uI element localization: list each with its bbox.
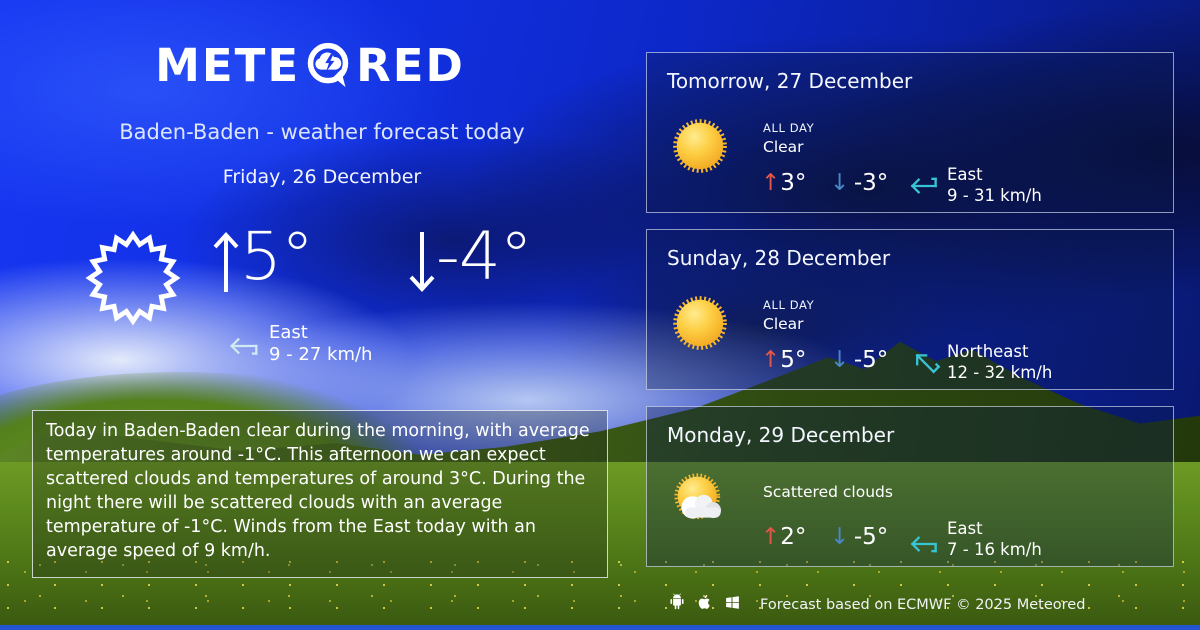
wind-direction: Northeast bbox=[947, 342, 1029, 361]
up-arrow-icon: ↑ bbox=[761, 524, 781, 550]
down-arrow-icon: ↓ bbox=[830, 170, 850, 196]
meteored-logo[interactable]: METE RED bbox=[0, 38, 620, 92]
sun-icon bbox=[671, 117, 729, 175]
wind-direction: East bbox=[947, 165, 983, 184]
bottom-edge-strip bbox=[0, 625, 1200, 630]
forecast-summary: Today in Baden-Baden clear during the mo… bbox=[32, 410, 608, 578]
sun-outline-icon bbox=[85, 230, 181, 326]
sun-cloud-icon bbox=[671, 471, 729, 529]
high-temp: ↑3° bbox=[761, 170, 807, 196]
up-arrow-icon: ↑ bbox=[761, 347, 781, 373]
sun-icon bbox=[671, 294, 729, 352]
condition-label: Clear bbox=[763, 138, 804, 156]
condition-label: Clear bbox=[763, 315, 804, 333]
forecast-card-tomorrow[interactable]: Tomorrow, 27 December ALL DAY Clear ↑3° … bbox=[646, 52, 1174, 213]
page-title: Baden-Baden - weather forecast today bbox=[119, 120, 525, 144]
wind-arrow-east-icon bbox=[226, 330, 262, 358]
logo-text-pre: METE bbox=[155, 38, 301, 92]
apple-icon[interactable] bbox=[697, 593, 713, 616]
today-high-temp: 5° bbox=[212, 218, 314, 295]
down-arrow-icon: ↓ bbox=[830, 347, 850, 373]
meteored-bubble-icon bbox=[305, 41, 351, 89]
forecast-card-monday[interactable]: Monday, 29 December Scattered clouds ↑2°… bbox=[646, 406, 1174, 567]
down-arrow-icon bbox=[409, 232, 435, 292]
card-title: Sunday, 28 December bbox=[667, 246, 891, 270]
windows-icon[interactable] bbox=[724, 594, 741, 615]
android-icon[interactable] bbox=[668, 592, 686, 617]
period-label: ALL DAY bbox=[763, 121, 815, 135]
up-arrow-icon: ↑ bbox=[761, 170, 781, 196]
wind-speed: 9 - 31 km/h bbox=[947, 186, 1042, 205]
low-temp: ↓ -5° bbox=[830, 347, 889, 373]
wind-direction: East bbox=[947, 519, 983, 538]
flower-speckles bbox=[0, 556, 1200, 626]
high-temp: ↑5° bbox=[761, 347, 807, 373]
wind-arrow-east-icon bbox=[907, 175, 941, 201]
card-title: Tomorrow, 27 December bbox=[667, 69, 913, 93]
card-title: Monday, 29 December bbox=[667, 423, 895, 447]
wind-speed: 12 - 32 km/h bbox=[947, 363, 1053, 382]
period-label: ALL DAY bbox=[763, 298, 815, 312]
low-temp: ↓ -5° bbox=[830, 524, 889, 550]
logo-text-post: RED bbox=[356, 38, 465, 92]
page-date: Friday, 26 December bbox=[222, 166, 422, 188]
wind-arrow-east-icon bbox=[907, 529, 941, 555]
today-low-temp: -4° bbox=[408, 218, 533, 295]
down-arrow-icon: ↓ bbox=[830, 524, 850, 550]
low-temp: ↓ -3° bbox=[830, 170, 889, 196]
condition-label: Scattered clouds bbox=[763, 483, 893, 501]
today-wind-speed: 9 - 27 km/h bbox=[269, 344, 373, 365]
today-wind-direction: East bbox=[269, 322, 308, 343]
up-arrow-icon bbox=[213, 232, 239, 292]
wind-arrow-northeast-icon bbox=[903, 344, 945, 386]
high-temp: ↑2° bbox=[761, 524, 807, 550]
footer: Forecast based on ECMWF © 2025 Meteored bbox=[668, 592, 1085, 617]
wind-speed: 7 - 16 km/h bbox=[947, 540, 1042, 559]
forecast-credit: Forecast based on ECMWF © 2025 Meteored bbox=[760, 596, 1086, 613]
forecast-card-sunday[interactable]: Sunday, 28 December ALL DAY Clear ↑5° ↓ … bbox=[646, 229, 1174, 390]
